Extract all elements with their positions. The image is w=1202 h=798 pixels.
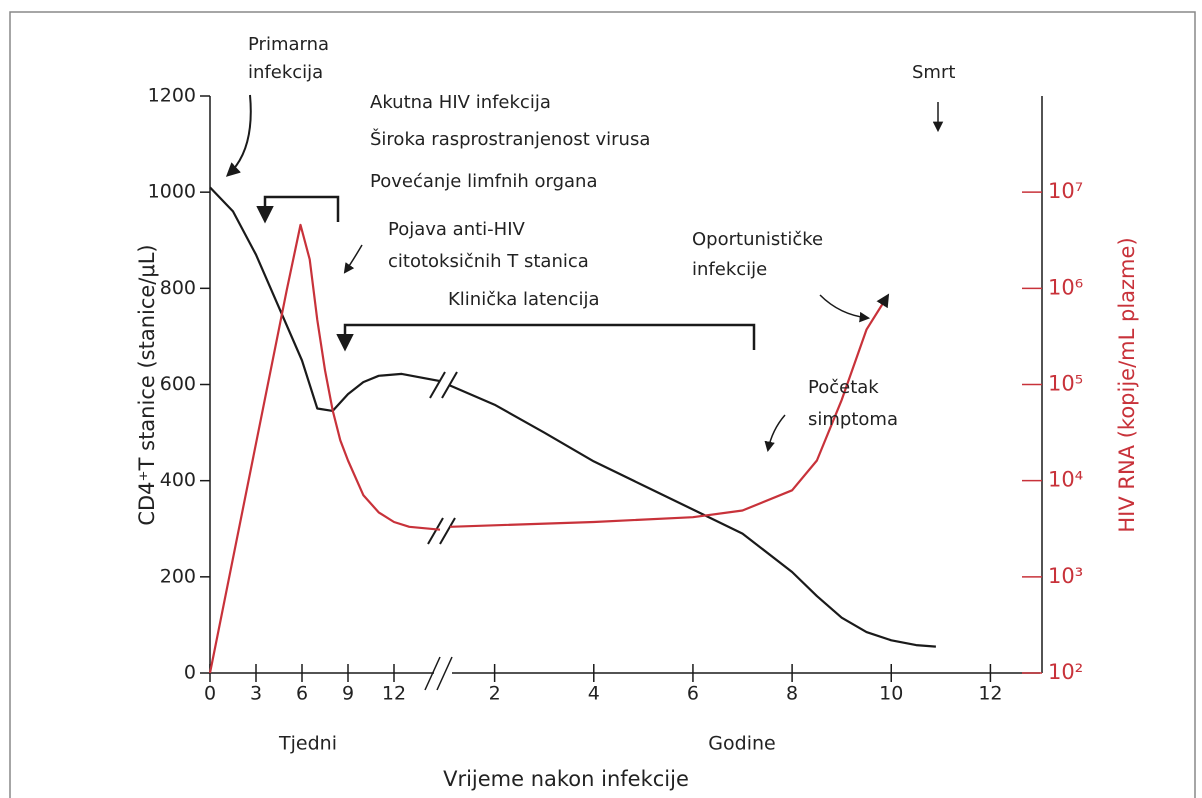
annotation: Oportunističke	[692, 229, 823, 250]
bracket	[256, 195, 340, 224]
x-tick-label: 8	[786, 683, 798, 705]
y-axis-label: CD4⁺T stanice (stanice/μL)	[135, 244, 159, 525]
annotation: Povećanje limfnih organa	[370, 171, 598, 192]
x-tick-label: 6	[687, 683, 699, 705]
arrow	[764, 414, 786, 453]
arrow	[343, 244, 363, 274]
curve-break	[429, 371, 446, 399]
series-line	[449, 384, 936, 648]
annotation: simptoma	[808, 409, 898, 430]
y2-tick-label: 10⁶	[1048, 275, 1083, 299]
y-tick-label: 1200	[148, 85, 196, 107]
y-tick-label: 0	[184, 662, 196, 684]
x-tick-label: 0	[204, 683, 216, 705]
curve-break	[427, 517, 444, 545]
x-tick-label: 2	[489, 683, 501, 705]
x-tick-label: 12	[978, 683, 1002, 705]
bracket	[336, 323, 756, 352]
y-tick-label: 1000	[148, 181, 196, 203]
series-line	[209, 186, 441, 412]
x-tick-label: 10	[879, 683, 903, 705]
annotation: Smrt	[912, 62, 955, 83]
x-segment-label: Tjedni	[278, 733, 337, 755]
y2-tick-label: 10⁷	[1048, 179, 1083, 203]
axes	[209, 96, 1043, 691]
arrow	[225, 94, 252, 177]
y-tick-label: 600	[160, 373, 196, 395]
annotation: Pojava anti-HIV	[388, 219, 525, 240]
axis-break	[424, 656, 441, 691]
curve-break	[441, 371, 458, 399]
axis-break	[436, 656, 453, 691]
annotation: Primarna	[248, 34, 329, 55]
x-tick-label: 9	[342, 683, 354, 705]
x-tick-label: 4	[588, 683, 600, 705]
annotation: Početak	[808, 377, 879, 398]
y2-tick-label: 10⁴	[1048, 468, 1083, 492]
y2-axis-label: HIV RNA (kopije/mL plazme)	[1115, 237, 1139, 532]
annotation: Klinička latencija	[448, 289, 599, 310]
annotation-arrows	[225, 94, 944, 545]
series-line	[208, 223, 441, 674]
x-tick-label: 12	[382, 683, 406, 705]
y2-tick-label: 10³	[1048, 564, 1083, 588]
x-segment-label: Godine	[708, 733, 775, 755]
x-tick-label: 3	[250, 683, 262, 705]
annotation: infekcija	[248, 62, 323, 83]
x-tick-label: 6	[296, 683, 308, 705]
annotation: Široka rasprostranjenost virusa	[370, 128, 650, 150]
y-tick-label: 400	[160, 469, 196, 491]
y2-tick-label: 10²	[1048, 660, 1083, 684]
y-tick-label: 200	[160, 565, 196, 587]
x-axis-label: Vrijeme nakon infekcije	[443, 767, 689, 791]
frame	[9, 11, 1196, 798]
annotation: Akutna HIV infekcija	[370, 92, 551, 113]
annotation: citotoksičnih T stanica	[388, 251, 589, 272]
series-line	[449, 293, 890, 528]
curve-break	[439, 517, 456, 545]
annotation: infekcije	[692, 259, 767, 280]
arrow	[819, 294, 871, 323]
y-tick-label: 800	[160, 277, 196, 299]
y2-tick-label: 10⁵	[1048, 372, 1083, 396]
